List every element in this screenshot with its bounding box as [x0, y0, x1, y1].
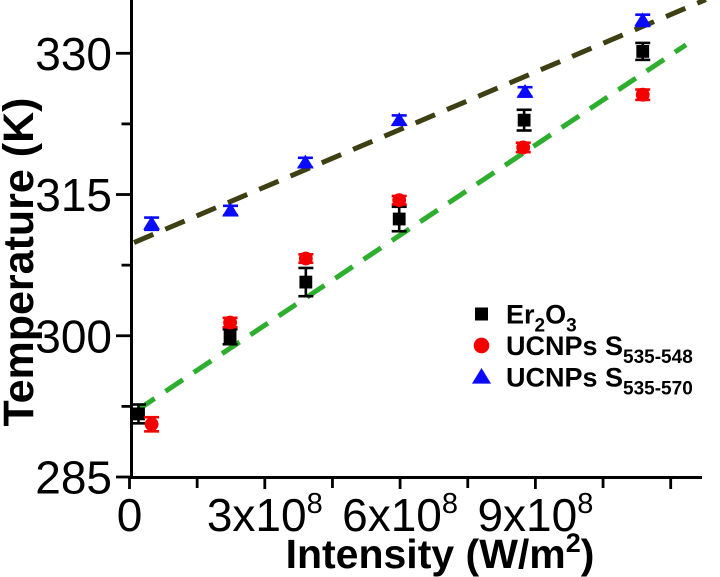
x-tick-label-6: 6x108 — [342, 488, 458, 541]
trend-line-ucnps-535-548 — [135, 42, 688, 413]
data-point-triangle — [471, 368, 492, 384]
y-axis-label: Temperature (K) — [0, 98, 43, 427]
x-axis-label: Intensity (W/m2) — [286, 528, 595, 577]
data-point-square — [223, 330, 237, 344]
data-point-circle — [298, 251, 313, 266]
data-point-square — [392, 212, 406, 226]
x-tick-label-9: 9x108 — [477, 488, 593, 541]
data-point-triangle — [222, 202, 239, 217]
data-point-circle — [516, 140, 531, 155]
data-point-circle — [473, 337, 490, 354]
y-tick-label-285: 285 — [35, 452, 112, 504]
data-point-square — [299, 275, 313, 289]
y-tick-label-315: 315 — [35, 169, 112, 221]
data-point-square — [475, 307, 488, 321]
data-point-square — [517, 113, 531, 127]
data-point-square — [636, 44, 650, 58]
data-point-square — [132, 407, 145, 421]
data-point-triangle — [143, 215, 161, 230]
data-point-circle — [144, 417, 159, 432]
data-point-triangle — [390, 112, 408, 127]
y-tick-label-300: 300 — [35, 310, 112, 362]
x-tick-label-3: 3x108 — [207, 488, 323, 541]
data-point-triangle — [296, 154, 314, 169]
trend-line-ucnps-535-570 — [133, 0, 707, 245]
data-point-circle — [392, 193, 407, 208]
data-point-circle — [635, 87, 650, 102]
data-point-triangle — [516, 83, 534, 98]
data-point-triangle — [634, 12, 652, 27]
y-tick-label-330: 330 — [35, 28, 112, 80]
legend-label-er2o3: Er2O3 — [506, 300, 577, 337]
x-tick-label-0: 0 — [117, 489, 143, 541]
legend-label-ucnps-535-570: UCNPs S535-570 — [506, 363, 693, 400]
legend-label-ucnps-535-548: UCNPs S535-548 — [506, 331, 693, 368]
data-point-circle — [223, 315, 237, 330]
